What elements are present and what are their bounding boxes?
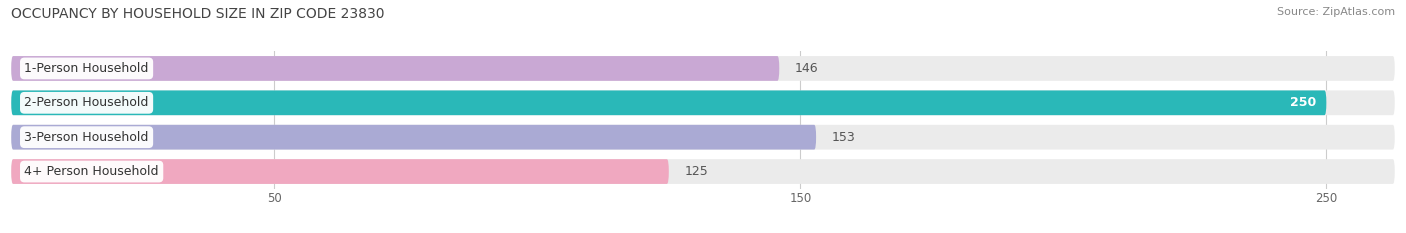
FancyBboxPatch shape (11, 159, 669, 184)
Text: 1-Person Household: 1-Person Household (24, 62, 149, 75)
FancyBboxPatch shape (11, 90, 1395, 115)
Text: 4+ Person Household: 4+ Person Household (24, 165, 159, 178)
FancyBboxPatch shape (11, 90, 1326, 115)
FancyBboxPatch shape (11, 125, 815, 150)
Text: 2-Person Household: 2-Person Household (24, 96, 149, 109)
FancyBboxPatch shape (11, 159, 1395, 184)
Text: 146: 146 (794, 62, 818, 75)
Text: OCCUPANCY BY HOUSEHOLD SIZE IN ZIP CODE 23830: OCCUPANCY BY HOUSEHOLD SIZE IN ZIP CODE … (11, 7, 385, 21)
FancyBboxPatch shape (11, 125, 1395, 150)
Text: Source: ZipAtlas.com: Source: ZipAtlas.com (1277, 7, 1395, 17)
Text: 3-Person Household: 3-Person Household (24, 131, 149, 144)
Text: 250: 250 (1289, 96, 1316, 109)
FancyBboxPatch shape (11, 56, 779, 81)
FancyBboxPatch shape (11, 56, 1395, 81)
Text: 125: 125 (685, 165, 709, 178)
Text: 153: 153 (832, 131, 856, 144)
